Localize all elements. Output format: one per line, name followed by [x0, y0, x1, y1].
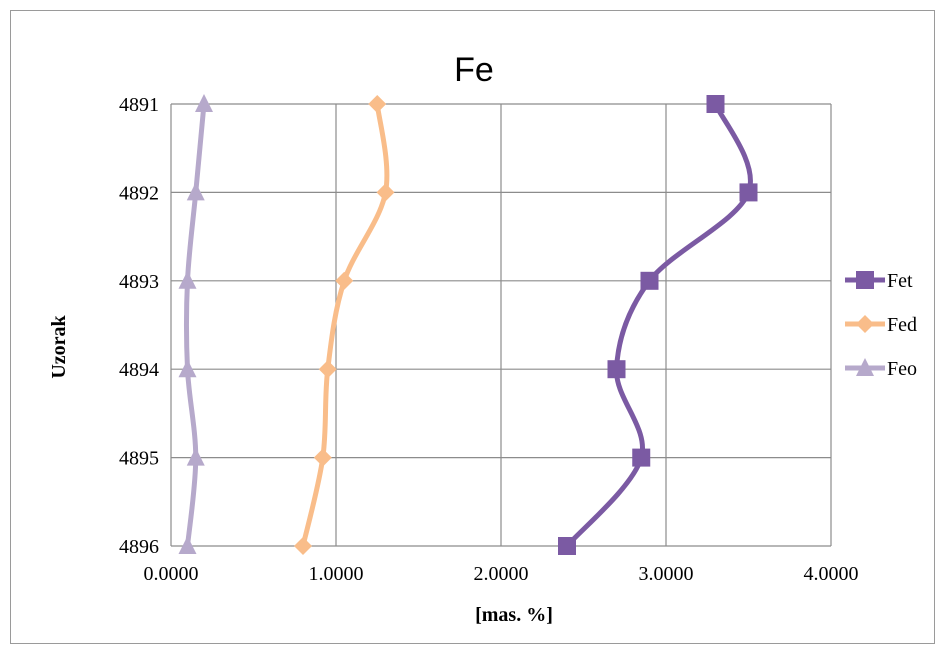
legend-label: Feo: [887, 358, 917, 380]
y-axis-title: Uzorak: [48, 314, 70, 378]
data-point: [632, 448, 651, 467]
data-point: [178, 359, 197, 378]
x-tick-label: 2.0000: [474, 563, 529, 585]
legend-item-fet: Fet: [845, 270, 913, 292]
x-tick-label: 1.0000: [309, 563, 364, 585]
x-axis-title: [mas. %]: [475, 604, 553, 626]
data-point: [376, 183, 395, 202]
y-tick-labels: 4891 4892 4893 4894 4895 4896: [119, 94, 159, 558]
y-tick-label: 4896: [119, 536, 159, 558]
series-feo: [178, 94, 213, 554]
series-layer: [178, 94, 758, 555]
legend-marker: [856, 271, 874, 289]
data-point: [335, 271, 354, 290]
data-point: [368, 95, 387, 113]
y-tick-label: 4894: [119, 359, 159, 381]
data-point: [186, 447, 205, 466]
data-point: [558, 537, 576, 555]
y-tick-label: 4891: [119, 94, 159, 116]
series-line: [565, 102, 753, 548]
x-tick-label: 4.0000: [804, 563, 859, 585]
y-tick-label: 4892: [119, 182, 159, 204]
data-point: [318, 360, 337, 379]
x-tick-label: 3.0000: [639, 563, 694, 585]
x-tick-labels: 0.0000 1.0000 2.0000 3.0000 4.0000: [144, 563, 859, 585]
legend-label: Fed: [887, 314, 917, 336]
data-point: [739, 183, 758, 202]
legend-label: Fet: [887, 270, 913, 292]
data-point: [706, 95, 725, 113]
chart-canvas: Fe 0.0000 1.0000 2.0000 3.0000 4.0000 489148…: [48, 51, 917, 626]
legend-marker: [856, 315, 874, 333]
legend-marker: [856, 358, 874, 376]
data-point: [313, 448, 332, 467]
y-tick-label: 4895: [119, 448, 159, 470]
grid-layer: [170, 103, 832, 547]
legend: Fet Fed Feo: [845, 270, 917, 380]
data-point: [294, 537, 312, 555]
chart-title: Fe: [454, 51, 494, 89]
legend-item-feo: Feo: [845, 358, 917, 380]
data-point: [178, 536, 197, 554]
series-line: [183, 103, 207, 547]
series-fet: [558, 95, 758, 555]
series-fed: [294, 95, 395, 555]
data-point: [178, 270, 197, 289]
x-tick-label: 0.0000: [144, 563, 199, 585]
data-point: [640, 271, 659, 290]
data-point: [195, 94, 213, 112]
chart-frame: Fe 0.0000 1.0000 2.0000 3.0000 4.0000 4891 48…: [10, 10, 935, 644]
series-line: [300, 103, 390, 547]
legend-item-fed: Fed: [845, 314, 917, 336]
data-point: [607, 360, 626, 379]
data-point: [186, 182, 205, 201]
y-tick-label: 4893: [119, 271, 159, 293]
